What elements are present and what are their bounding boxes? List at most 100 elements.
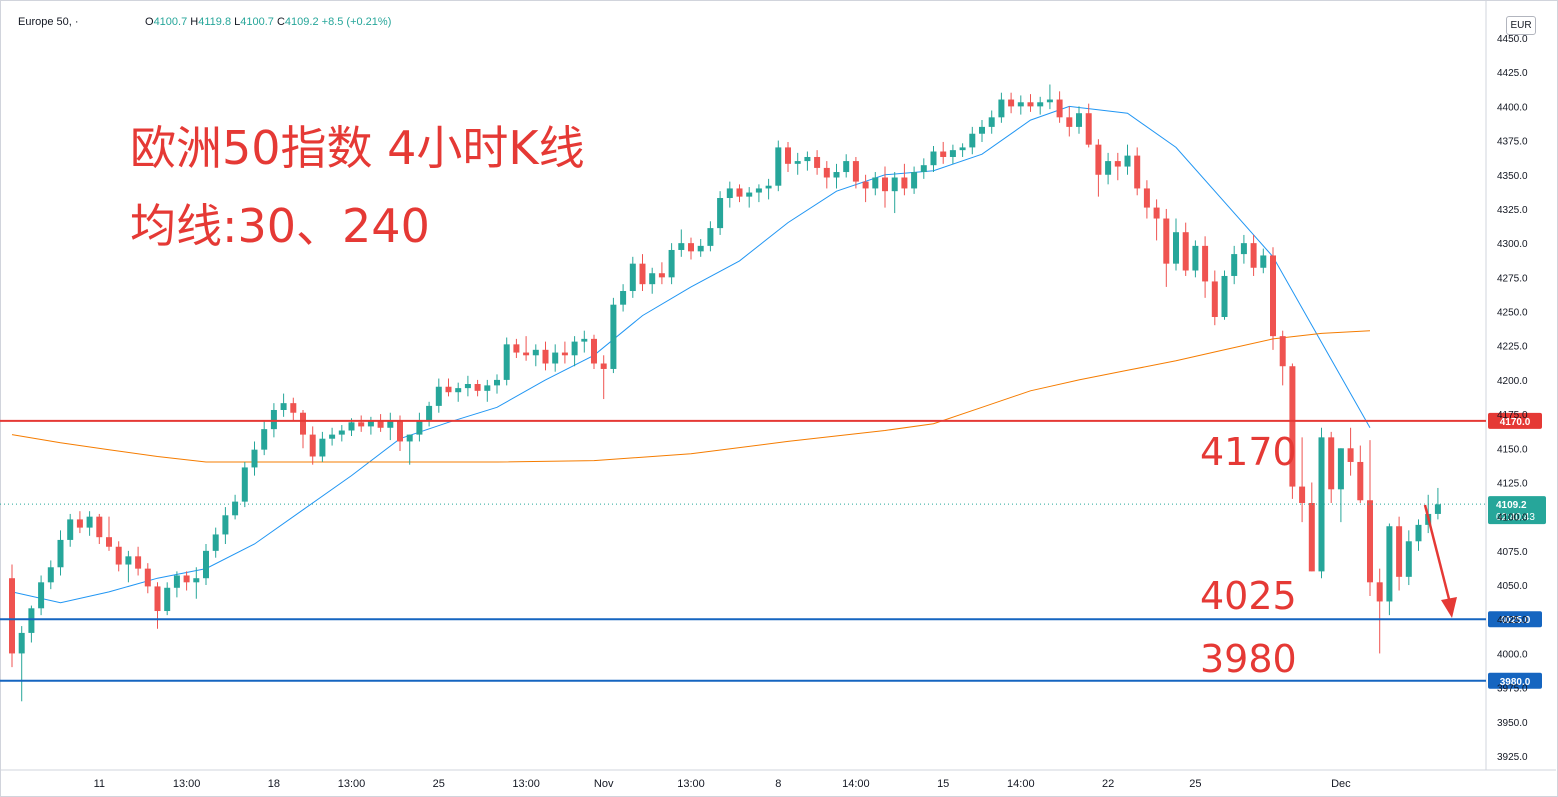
candle-body <box>309 434 316 457</box>
candle-body <box>1017 102 1024 107</box>
candle-body <box>949 150 956 157</box>
candle-body <box>232 501 239 516</box>
moving-averages <box>11 105 1371 604</box>
time-tick-label: 13:00 <box>677 778 705 790</box>
candle-body <box>988 117 995 127</box>
candle-body <box>1037 102 1044 107</box>
candle-body <box>1076 113 1082 127</box>
arrow-shaft <box>1423 504 1452 604</box>
candle-body <box>688 243 694 252</box>
candle-body <box>280 403 287 410</box>
candle-body <box>1163 218 1170 264</box>
candle-body <box>833 172 840 178</box>
candle-body <box>969 133 976 148</box>
price-tick-label: 4275.0 <box>1497 273 1528 284</box>
candle-body <box>455 388 462 393</box>
candle-body <box>1143 188 1150 208</box>
ohlc-readout: O4100.7 H4119.8 L4100.7 C4109.2 +8.5 (+0… <box>145 16 391 28</box>
level-price-label: 4170.0 <box>1500 417 1531 428</box>
candle-body <box>959 147 966 151</box>
candle-body <box>300 412 306 435</box>
candle-body <box>1337 448 1344 490</box>
time-tick-label: 13:00 <box>338 778 366 790</box>
currency-button[interactable]: EUR <box>1506 16 1536 35</box>
candle-body <box>1270 255 1276 337</box>
candle-body <box>755 188 762 193</box>
candle-body <box>1415 524 1422 542</box>
candle-body <box>814 156 821 168</box>
candle-body <box>1008 99 1015 107</box>
down-arrow-icon <box>1423 504 1457 618</box>
candle-body <box>1386 526 1393 602</box>
price-tick-label: 4075.0 <box>1497 547 1528 558</box>
candle-body <box>1153 207 1160 219</box>
candle-body <box>610 304 617 369</box>
level-price-tag[interactable] <box>1488 672 1542 689</box>
candle-body <box>1279 336 1286 367</box>
candle-body <box>154 586 161 612</box>
candle-body <box>67 519 74 540</box>
candle-body <box>115 546 122 565</box>
time-tick-label: Dec <box>1331 778 1351 790</box>
candle-body <box>251 449 258 468</box>
candle-body <box>639 263 646 285</box>
level-price-tag[interactable] <box>1488 412 1542 429</box>
candle-body <box>998 99 1005 118</box>
high-value: 4119.8 <box>198 16 232 28</box>
last-price-tag[interactable] <box>1488 496 1546 525</box>
annotation-3980: 3980 <box>1200 637 1297 681</box>
candle-body <box>552 352 559 364</box>
candle-body <box>319 438 326 457</box>
candle-body <box>406 434 413 442</box>
candle-body <box>882 177 888 192</box>
candle-body <box>765 185 772 189</box>
candle-body <box>494 379 500 386</box>
candle-body <box>1231 254 1238 276</box>
level-price-label: 3980.0 <box>1500 677 1531 688</box>
symbol-title[interactable]: Europe 50, · <box>18 16 79 28</box>
candles <box>9 84 1441 702</box>
price-axis[interactable]: 3925.0 3950.0 3975.0 4000.0 4025.0 4050.0 4075… <box>1497 34 1528 763</box>
time-tick-label: 8 <box>775 778 781 790</box>
horizontal-levels[interactable]: 4170.0 4025.0 3980.0 4109.202:40:43 <box>0 412 1546 689</box>
candle-body <box>940 151 947 157</box>
candle-body <box>1056 99 1063 118</box>
candle-body <box>930 151 937 166</box>
candle-body <box>1085 113 1092 145</box>
price-tick-label: 4025.0 <box>1497 615 1528 626</box>
annotation-4170: 4170 <box>1200 430 1297 474</box>
candle-body <box>1124 155 1131 167</box>
price-tick-label: 4375.0 <box>1497 137 1528 148</box>
time-tick-label: 14:00 <box>842 778 870 790</box>
level-price-tag[interactable] <box>1488 611 1542 628</box>
candle-body <box>804 156 811 162</box>
time-tick-label: 13:00 <box>512 778 540 790</box>
candle-body <box>135 556 142 569</box>
ma-240-line <box>11 330 1371 463</box>
candle-body <box>1240 243 1247 255</box>
low-label: L <box>234 16 241 28</box>
candle-body <box>736 188 743 197</box>
candle-body <box>911 172 918 189</box>
ma-30-line <box>11 105 1371 604</box>
candle-body <box>348 422 355 431</box>
candle-body <box>1211 281 1218 317</box>
time-axis[interactable]: 11 13:00 18 13:00 25 13:00 Nov 13:00 8 14:00 15 14:… <box>94 778 1352 790</box>
candle-body <box>843 161 850 173</box>
time-tick-label: 22 <box>1102 778 1114 790</box>
candle-body <box>1182 232 1189 271</box>
candle-body <box>358 422 365 427</box>
candle-body <box>746 192 753 197</box>
candle-body <box>106 537 112 547</box>
candle-body <box>513 344 520 353</box>
candle-body <box>678 243 685 250</box>
candle-body <box>76 519 83 528</box>
candle-body <box>1260 255 1267 268</box>
candle-body <box>1221 275 1228 317</box>
candle-body <box>96 516 103 538</box>
candle-body <box>474 384 481 391</box>
candle-body <box>426 405 433 421</box>
candle-body <box>1289 366 1296 487</box>
candle-body <box>1250 243 1257 268</box>
